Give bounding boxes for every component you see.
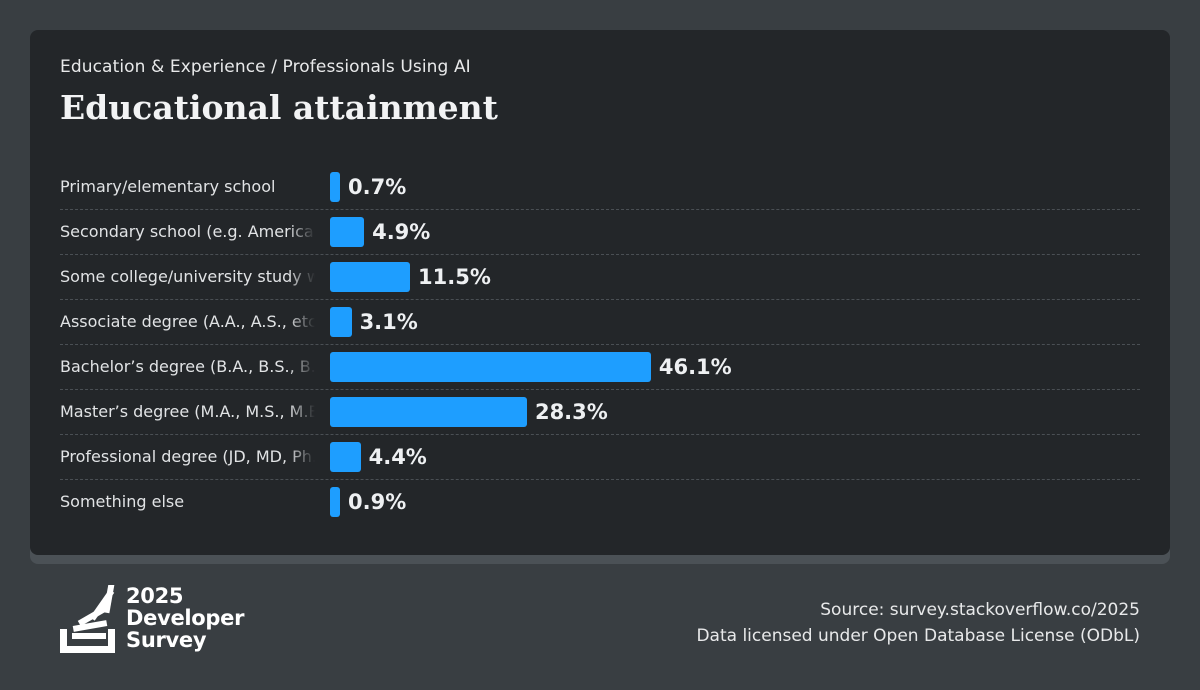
value-label: 3.1% [359, 310, 418, 334]
stack-icon [60, 585, 115, 653]
category-label: Secondary school (e.g. American high sch… [60, 222, 315, 241]
category-label: Professional degree (JD, MD, Ph.D, Ed.D,… [60, 447, 315, 466]
category-label: Associate degree (A.A., A.S., etc.) [60, 312, 315, 331]
bar [330, 307, 352, 337]
bar [330, 442, 361, 472]
value-label: 0.7% [348, 175, 407, 199]
bar [330, 262, 411, 292]
category-label: Primary/elementary school [60, 177, 276, 196]
chart-card: Education & Experience / Professionals U… [30, 30, 1170, 555]
logo-wordmark: 2025 Developer Survey [126, 585, 244, 651]
bar [330, 397, 527, 427]
license-text: Data licensed under Open Database Licens… [696, 626, 1140, 646]
bar-row: Secondary school (e.g. American high sch… [60, 210, 1140, 255]
chart-title: Educational attainment [60, 88, 498, 127]
value-label: 0.9% [348, 490, 407, 514]
value-label: 4.9% [372, 220, 431, 244]
category-label: Something else [60, 492, 185, 511]
source-block: Source: survey.stackoverflow.co/2025 Dat… [696, 597, 1140, 649]
bar-row: Associate degree (A.A., A.S., etc.) 3.1% [60, 300, 1140, 345]
bar-row: Some college/university study without ea… [60, 255, 1140, 300]
bar-row: Something else 0.9% [60, 480, 1140, 525]
value-label: 28.3% [534, 400, 608, 424]
category-label: Master’s degree (M.A., M.S., M.Eng., MBA… [60, 402, 315, 421]
value-label: 4.4% [368, 445, 427, 469]
bar [330, 217, 365, 247]
bar [330, 172, 340, 202]
bar-row: Primary/elementary school 0.7% [60, 165, 1140, 210]
logo-year: 2025 [126, 584, 184, 608]
developer-survey-logo: 2025 Developer Survey [60, 585, 250, 660]
breadcrumb: Education & Experience / Professionals U… [60, 57, 471, 77]
bar-row: Bachelor’s degree (B.A., B.S., B.Eng., e… [60, 345, 1140, 390]
bar-chart: Primary/elementary school 0.7% Secondary s… [60, 165, 1140, 525]
category-label: Bachelor’s degree (B.A., B.S., B.Eng., e… [60, 357, 315, 376]
value-label: 46.1% [658, 355, 732, 379]
logo-line3: Survey [126, 628, 207, 652]
bar [330, 352, 651, 382]
category-label: Some college/university study without ea… [60, 267, 315, 286]
bar-row: Master’s degree (M.A., M.S., M.Eng., MBA… [60, 390, 1140, 435]
bar-row: Professional degree (JD, MD, Ph.D, Ed.D,… [60, 435, 1140, 480]
bar [330, 487, 340, 517]
source-text: Source: survey.stackoverflow.co/2025 [820, 600, 1140, 620]
value-label: 11.5% [418, 265, 491, 289]
logo-line2: Developer [126, 606, 245, 630]
